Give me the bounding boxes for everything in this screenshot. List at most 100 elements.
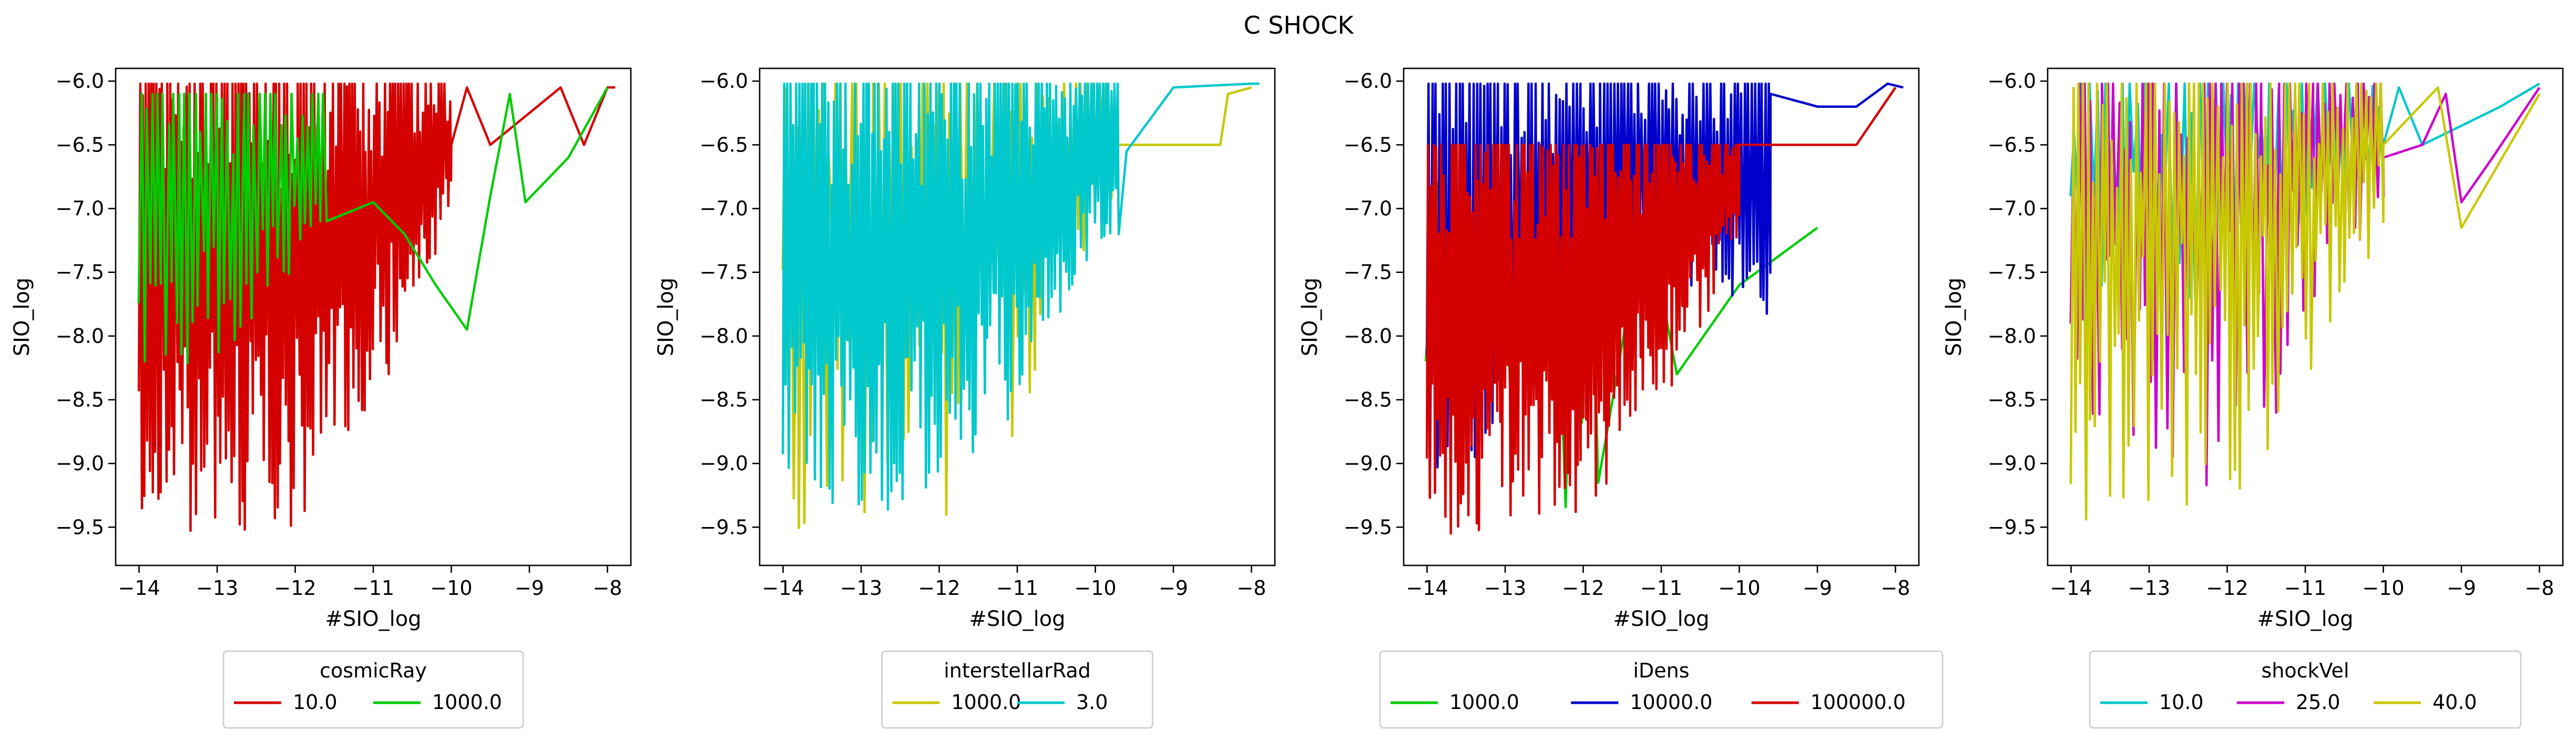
legend: iDens 1000.0 10000.0 100000.0 [1379, 650, 1944, 729]
x-tick-label: −11 [996, 576, 1038, 600]
x-tick-label: −8 [2524, 576, 2554, 600]
figure-title: C SHOCK [1243, 11, 1354, 39]
x-tick-label: −8 [592, 576, 622, 600]
x-tick-label: −9 [2447, 576, 2476, 600]
legend-title: interstellarRad [944, 659, 1091, 682]
y-tick-label: −6.5 [1988, 133, 2036, 156]
x-tick-label: −12 [1562, 576, 1604, 600]
x-tick-label: −14 [2050, 576, 2092, 600]
legend-entry-label: 100000.0 [1811, 691, 1906, 714]
y-tick-label: −9.0 [700, 452, 748, 475]
x-tick-label: −14 [118, 576, 160, 600]
y-tick-label: −6.0 [56, 69, 104, 93]
legend-entry-label: 1000.0 [1449, 691, 1519, 714]
y-tick-label: −8.0 [56, 325, 104, 348]
x-tick-label: −8 [1236, 576, 1266, 600]
legend-entry-label: 40.0 [2432, 691, 2477, 714]
chart-panel-2: −14 −13 −12 −11 −10 −9 −8 −9.5 −9.0 −8.5 −8.0 −7.5 −… [654, 67, 1276, 729]
x-tick-label: −11 [352, 576, 394, 600]
x-axis-label: #SIO_log [969, 607, 1065, 631]
y-tick-label: −8.0 [1988, 325, 2036, 348]
y-tick-label: −9.5 [700, 515, 748, 539]
legend: shockVel 10.0 25.0 40.0 [2089, 650, 2522, 729]
legend-entry-label: 10.0 [2159, 691, 2204, 714]
legend-frame [222, 650, 524, 729]
y-axis-label: SIO_log [654, 278, 678, 357]
y-tick-label: −6.5 [1344, 133, 1392, 156]
y-tick-label: −9.5 [1344, 515, 1392, 539]
x-tick-label: −13 [1484, 576, 1526, 600]
x-tick-label: −9 [1159, 576, 1188, 600]
y-tick-label: −7.5 [56, 261, 104, 284]
y-tick-label: −8.5 [1344, 388, 1392, 411]
chart-panel-3: −14 −13 −12 −11 −10 −9 −8 −9.5 −9.0 −8.5 −8.0 −7.5 −… [1298, 67, 1944, 729]
y-tick-label: −7.5 [1988, 261, 2036, 284]
legend-entry-label: 1000.0 [432, 691, 502, 714]
x-tick-label: −9 [1803, 576, 1832, 600]
y-tick-label: −7.0 [700, 197, 748, 220]
x-tick-label: −10 [2362, 576, 2404, 600]
legend: interstellarRad 1000.0 3.0 [881, 650, 1153, 729]
x-tick-label: −14 [762, 576, 804, 600]
x-tick-label: −13 [2128, 576, 2170, 600]
x-tick-label: −14 [1406, 576, 1448, 600]
y-axis-label: SIO_log [1298, 278, 1322, 357]
series-group [1424, 82, 1904, 535]
y-tick-label: −9.0 [1344, 452, 1392, 475]
x-tick-label: −10 [1718, 576, 1760, 600]
x-tick-label: −12 [918, 576, 960, 600]
legend-frame [881, 650, 1153, 729]
x-tick-label: −10 [430, 576, 472, 600]
y-tick-label: −7.5 [1344, 261, 1392, 284]
legend-frame [2089, 650, 2522, 729]
x-tick-label: −11 [2284, 576, 2326, 600]
legend-entry-label: 1000.0 [952, 691, 1021, 714]
x-tick-label: −11 [1640, 576, 1682, 600]
series-group [2069, 82, 2541, 521]
x-tick-label: −8 [1880, 576, 1910, 600]
x-tick-label: −13 [196, 576, 238, 600]
x-tick-label: −12 [2206, 576, 2248, 600]
x-axis-label: #SIO_log [1613, 607, 1709, 631]
y-tick-label: −7.0 [56, 197, 104, 220]
panels: −14 −13 −12 −11 −10 −9 −8 −9.5 −9.0 −8.5 −8.0 −7.5 −… [10, 67, 2564, 729]
legend-entry-label: 10.0 [293, 691, 338, 714]
chart-panel-4: −14 −13 −12 −11 −10 −9 −8 −9.5 −9.0 −8.5 −8.0 −7.5 −… [1942, 67, 2564, 729]
series-line-2 [781, 82, 1260, 511]
y-tick-label: −9.5 [56, 515, 104, 539]
y-tick-label: −6.5 [700, 133, 748, 156]
x-tick-label: −13 [840, 576, 882, 600]
legend-entry-label: 3.0 [1076, 691, 1108, 714]
y-tick-label: −7.0 [1344, 197, 1392, 220]
legend-frame [1379, 650, 1944, 729]
y-axis-label: SIO_log [10, 278, 34, 357]
y-tick-label: −8.5 [700, 388, 748, 411]
series-line-2 [137, 87, 609, 365]
legend-entry-label: 25.0 [2296, 691, 2340, 714]
x-tick-label: −12 [274, 576, 316, 600]
y-tick-label: −9.0 [56, 452, 104, 475]
series-group [781, 82, 1260, 529]
y-tick-label: −6.0 [1988, 69, 2036, 93]
legend-entry-label: 10000.0 [1630, 691, 1712, 714]
y-tick-label: −8.5 [56, 388, 104, 411]
chart-panel-1: −14 −13 −12 −11 −10 −9 −8 −9.5 −9.0 −8.5 −8.0 −7.5 −… [10, 67, 632, 729]
x-axis-label: #SIO_log [2257, 607, 2353, 631]
y-tick-label: −9.0 [1988, 452, 2036, 475]
x-axis-label: #SIO_log [325, 607, 421, 631]
legend: cosmicRay 10.0 1000.0 [222, 650, 524, 729]
y-tick-label: −6.0 [700, 69, 748, 93]
y-tick-label: −8.0 [700, 325, 748, 348]
x-tick-label: −9 [515, 576, 544, 600]
y-tick-label: −6.0 [1344, 69, 1392, 93]
legend-title: iDens [1633, 659, 1689, 682]
y-tick-label: −9.5 [1988, 515, 2036, 539]
series-line-3 [2069, 82, 2541, 521]
legend-title: shockVel [2261, 659, 2349, 682]
y-axis-label: SIO_log [1942, 278, 1966, 357]
legend-title: cosmicRay [320, 659, 427, 682]
y-tick-label: −8.0 [1344, 325, 1392, 348]
series-line-3 [1425, 87, 1897, 535]
y-tick-label: −6.5 [56, 133, 104, 156]
